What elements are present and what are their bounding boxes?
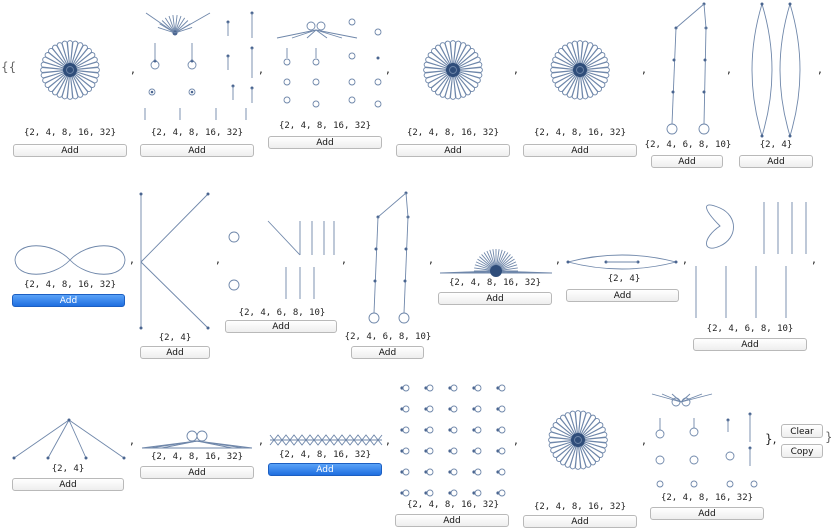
separator: , <box>818 62 822 76</box>
graph-12-add-button[interactable]: Add <box>438 292 552 305</box>
graph-19-add-button[interactable]: Add <box>523 515 637 528</box>
graph-3-add-button[interactable]: Add <box>268 136 382 149</box>
graph-9-label: {2, 4} <box>158 333 192 343</box>
graph-15-add-button[interactable]: Add <box>12 478 124 491</box>
graph-11-label: {2, 4, 6, 8, 10} <box>344 332 432 342</box>
separator: , <box>259 433 263 447</box>
graph-7-label: {2, 4} <box>759 140 793 150</box>
graph-3-butterfly-cluster <box>276 18 382 108</box>
graph-9-wedge <box>139 192 210 330</box>
graph-6-chains <box>666 2 710 135</box>
graph-7-add-button[interactable]: Add <box>739 155 813 168</box>
separator: , <box>130 252 134 266</box>
graph-1-label: {2, 4, 8, 16, 32} <box>23 128 117 138</box>
separator: , <box>130 433 134 447</box>
graph-16-bowtie-line <box>141 430 253 449</box>
separator: , <box>131 62 135 76</box>
graph-9-add-button[interactable]: Add <box>140 346 210 359</box>
final-brace: } <box>825 430 831 444</box>
graph-16-label: {2, 4, 8, 16, 32} <box>150 452 244 462</box>
graph-3-label: {2, 4, 8, 16, 32} <box>278 121 372 131</box>
graph-2-add-button[interactable]: Add <box>140 144 254 157</box>
graph-19-label: {2, 4, 8, 16, 32} <box>533 502 627 512</box>
graph-15-fan <box>12 418 126 460</box>
graph-11-add-button[interactable]: Add <box>351 346 424 359</box>
separator: , <box>259 62 263 76</box>
separator: , <box>514 433 518 447</box>
separator: , <box>386 433 390 447</box>
graph-13-eye <box>566 254 678 270</box>
graph-7-lens <box>751 2 801 138</box>
separator: , <box>429 252 433 266</box>
close-brace: }, <box>765 432 777 446</box>
graph-18-loop-grid <box>400 384 506 497</box>
graph-19-flower <box>548 410 608 470</box>
graph-18-add-button[interactable]: Add <box>395 514 509 527</box>
graph-6-label: {2, 4, 6, 8, 10} <box>644 140 732 150</box>
separator: , <box>342 252 346 266</box>
graph-20-label: {2, 4, 8, 16, 32} <box>660 493 754 503</box>
graph-17-add-button[interactable]: Add <box>268 463 382 476</box>
graph-13-label: {2, 4} <box>607 274 641 284</box>
graph-14-figure-eight-arrows <box>695 202 807 318</box>
graph-8-infinity <box>14 245 126 275</box>
graph-17-zigzag <box>269 434 383 446</box>
graph-4-add-button[interactable]: Add <box>396 144 510 157</box>
copy-button[interactable]: Copy <box>781 444 823 458</box>
separator: , <box>514 62 518 76</box>
graph-10-loops-arrows <box>228 220 335 299</box>
graph-4-flower <box>423 40 483 100</box>
separator: , <box>642 433 646 447</box>
graph-5-add-button[interactable]: Add <box>523 144 637 157</box>
graph-10-add-button[interactable]: Add <box>225 320 337 333</box>
graph-14-add-button[interactable]: Add <box>693 338 807 351</box>
graph-8-add-button[interactable]: Add <box>12 294 125 307</box>
graph-14-label: {2, 4, 6, 8, 10} <box>706 324 794 334</box>
graph-18-label: {2, 4, 8, 16, 32} <box>406 500 500 510</box>
graph-4-label: {2, 4, 8, 16, 32} <box>406 128 500 138</box>
graph-10-label: {2, 4, 6, 8, 10} <box>238 308 326 318</box>
graph-5-label: {2, 4, 8, 16, 32} <box>533 128 627 138</box>
open-brace: {{ <box>1 60 17 74</box>
graph-16-add-button[interactable]: Add <box>140 466 254 479</box>
separator: , <box>683 252 687 266</box>
graph-5-flower <box>550 40 610 100</box>
graph-2-fan-cluster <box>144 11 254 120</box>
graph-6-add-button[interactable]: Add <box>651 155 723 168</box>
graph-1-flower <box>40 40 100 100</box>
graph-8-label: {2, 4, 8, 16, 32} <box>23 280 117 290</box>
graph-12-label: {2, 4, 8, 16, 32} <box>448 278 542 288</box>
graph-13-add-button[interactable]: Add <box>566 289 679 302</box>
graph-15-label: {2, 4} <box>51 464 85 474</box>
graph-1-add-button[interactable]: Add <box>13 144 127 157</box>
graph-17-label: {2, 4, 8, 16, 32} <box>278 450 372 460</box>
separator: , <box>216 252 220 266</box>
separator: , <box>556 252 560 266</box>
graph-11-chains <box>368 191 410 324</box>
separator: , <box>642 62 646 76</box>
separator: , <box>386 62 390 76</box>
graph-12-half-flower <box>439 249 553 277</box>
separator: , <box>727 62 731 76</box>
graph-2-label: {2, 4, 8, 16, 32} <box>150 128 244 138</box>
graph-20-add-button[interactable]: Add <box>650 507 764 520</box>
clear-button[interactable]: Clear <box>781 424 823 438</box>
graph-20-fan-cluster <box>651 393 758 488</box>
separator: , <box>812 252 816 266</box>
